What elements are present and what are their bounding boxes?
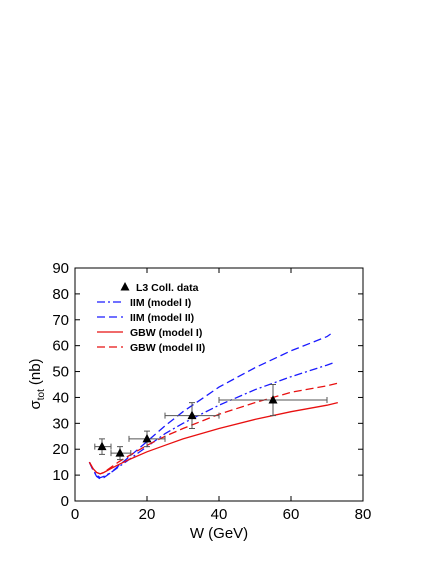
x-tick-label: 20: [139, 506, 156, 523]
data-point: [218, 384, 328, 417]
y-axis-title: σtot (nb): [27, 358, 47, 409]
triangle-marker: [115, 448, 125, 457]
x-tick-label: 60: [283, 506, 300, 523]
triangle-marker: [142, 433, 152, 443]
legend-label: IIM (model I): [130, 297, 191, 309]
legend-label: L3 Coll. data: [136, 282, 199, 294]
data-point: [110, 446, 132, 461]
y-axis: 0 10 20 30 40 50 60 70 80 90: [52, 260, 363, 510]
y-axis-title-symbol: σ: [27, 400, 44, 410]
y-tick-label: 0: [61, 493, 69, 510]
triangle-marker: [97, 441, 107, 451]
y-axis-title-unit: (nb): [27, 358, 44, 385]
triangle-marker: [187, 410, 197, 420]
y-tick-label: 10: [52, 467, 69, 484]
data-points: [94, 384, 328, 461]
legend-label: GBW (model II): [130, 342, 205, 354]
data-point: [164, 402, 220, 430]
legend: L3 Coll. data IIM (model I) IIM (model II)…: [97, 282, 205, 354]
y-tick-label: 90: [52, 260, 69, 277]
y-axis-title-subscript: tot: [36, 389, 47, 400]
y-tick-label: 50: [52, 364, 69, 381]
data-point: [128, 430, 166, 448]
y-tick-label: 80: [52, 286, 69, 303]
legend-marker: [120, 282, 130, 291]
x-tick-label: 40: [211, 506, 228, 523]
legend-item: IIM (model II): [97, 312, 194, 324]
legend-item: L3 Coll. data: [120, 282, 199, 294]
x-tick-label: 80: [355, 506, 372, 523]
data-point: [94, 438, 112, 455]
y-tick-label: 30: [52, 415, 69, 432]
x-axis-title: W (GeV): [190, 525, 248, 542]
legend-label: GBW (model I): [130, 327, 202, 339]
triangle-marker: [268, 395, 278, 404]
legend-item: GBW (model II): [97, 342, 205, 354]
x-axis: 0 20 40 60 80: [71, 268, 372, 523]
y-tick-label: 60: [52, 338, 69, 355]
series-line-iim-model-i: [88, 361, 335, 479]
y-tick-label: 70: [52, 312, 69, 329]
series-line-gbw-model-i: [88, 401, 338, 475]
y-tick-label: 40: [52, 389, 69, 406]
model-curves: [88, 333, 338, 480]
series-line-iim-model-ii: [88, 333, 331, 480]
legend-label: IIM (model II): [130, 312, 194, 324]
legend-item: GBW (model I): [97, 327, 202, 339]
y-tick-label: 20: [52, 441, 69, 458]
legend-item: IIM (model I): [97, 297, 191, 309]
x-tick-label: 0: [71, 506, 79, 523]
